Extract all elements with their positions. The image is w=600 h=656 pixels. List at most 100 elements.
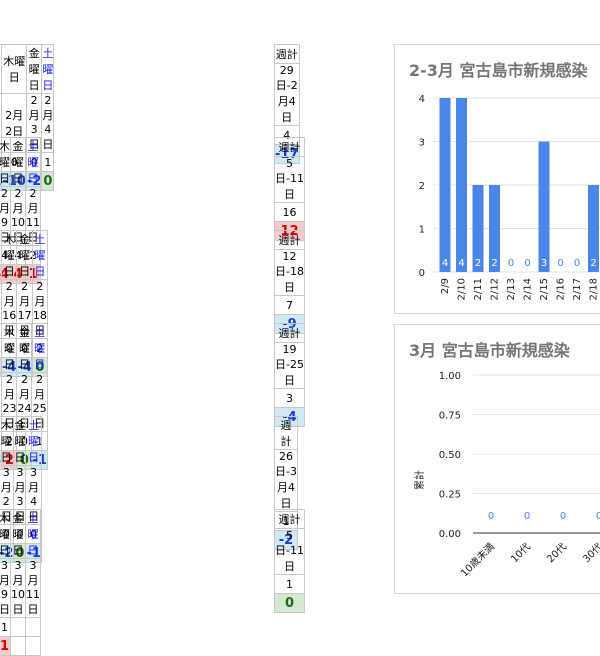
y-tick-label: 2 [419, 181, 425, 192]
bar [472, 185, 484, 272]
count-cell [10, 617, 26, 637]
x-tick-label: 10歳未満 [458, 541, 497, 580]
bar-value-label: 2 [475, 258, 481, 269]
x-tick-label: 10代 [509, 541, 534, 566]
week-total-label: 週計 [274, 137, 305, 157]
count-cell: 1 [41, 152, 55, 172]
weekday-header: 金曜日 [16, 323, 33, 373]
y-tick-label: 0.25 [439, 490, 461, 501]
weekday-header: 木曜日 [0, 416, 15, 466]
date-cell: 3月11日 [25, 558, 41, 618]
y-tick-label: 1 [419, 225, 425, 236]
count-cell: 1 [0, 617, 11, 637]
week-total-label: 週計 [274, 416, 298, 450]
bar-value-label: 0 [488, 511, 494, 522]
week-total-table: 週計 12日-18日 7 -9 [274, 230, 305, 334]
x-tick-label: 2/15 [539, 278, 550, 300]
weekday-header: 金曜日 [10, 137, 26, 187]
weekday-header: 木曜日 [1, 323, 18, 373]
y-tick-label: 0.50 [439, 450, 461, 461]
weekday-header: 金曜日 [10, 509, 26, 559]
week-total-range: 5日-11日 [274, 156, 305, 203]
x-tick-label: 20代 [545, 541, 570, 566]
x-tick-label: 2/18 [589, 278, 600, 300]
y-axis-label: 累計 [413, 470, 426, 490]
bar-value-label: 2 [491, 258, 497, 269]
weekday-header: 土曜日 [31, 230, 48, 280]
chart2-title: 3月 宮古島市新規感染 [409, 341, 570, 360]
chart1-svg: 0123442/942/1022/1122/1202/1302/1432/150… [419, 94, 600, 300]
bar [489, 185, 500, 272]
weekday-header: 金曜日 [13, 416, 27, 466]
week-total-range: 26日-3月4日 [274, 449, 298, 512]
bar-value-label: 0 [560, 511, 566, 522]
bar-value-label: 0 [508, 258, 514, 269]
bar-value-label: 0 [524, 258, 530, 269]
diff-cell [10, 636, 26, 656]
bar-value-label: 0 [524, 511, 530, 522]
weekday-header: 土曜日 [25, 416, 42, 466]
date-cell: 2月4日 [41, 93, 55, 153]
bar-value-label: 2 [590, 258, 596, 269]
bar-value-label: 0 [596, 511, 600, 522]
week-total-range: 5日-11日 [274, 528, 305, 575]
x-tick-label: 2/10 [457, 278, 468, 300]
bar-value-label: 0 [557, 258, 563, 269]
bar-value-label: 0 [574, 258, 580, 269]
diff-cell [25, 636, 41, 656]
weekday-header: 土曜日 [31, 323, 48, 373]
count-cell [25, 617, 41, 637]
bar [439, 98, 451, 272]
weekday-header: 土曜日 [25, 509, 41, 559]
y-tick-label: 0 [419, 268, 425, 279]
week-total-diff: 0 [274, 593, 305, 613]
week-total-table: 週計 19日-25日 3 -4 [274, 323, 305, 427]
week-total-count: 1 [274, 574, 305, 594]
week-total-range: 12日-18日 [274, 249, 305, 296]
x-tick-label: 2/14 [523, 278, 534, 300]
x-tick-label: 2/9 [440, 278, 451, 294]
y-tick-label: 4 [419, 94, 425, 105]
x-tick-label: 2/17 [572, 278, 583, 300]
week-total-label: 週計 [274, 509, 305, 529]
y-tick-label: 0.00 [439, 529, 461, 540]
week-total-table: 週計 5日-11日 1 0 [274, 509, 305, 613]
week-total-label: 週計 [274, 230, 305, 250]
x-tick-label: 2/12 [490, 278, 501, 300]
bar [456, 98, 467, 272]
weekday-header: 木曜日 [1, 44, 27, 94]
y-tick-label: 1.00 [439, 371, 461, 382]
day-table: 水曜日木曜日金曜日土曜日3月8日3月9日3月10日3月11日0101 [0, 509, 41, 656]
week-total-count: 3 [274, 388, 305, 408]
chart1-title: 2-3月 宮古島市新規感染 [409, 61, 588, 80]
weekday-header: 土曜日 [25, 137, 41, 187]
x-tick-label: 2/11 [473, 278, 484, 300]
chart2-svg: 0.00 0.25 0.50 0.75 1.00 累計 0 10歳未満 0 10代 0 20代 0 30代 [413, 371, 600, 580]
bar [588, 185, 599, 272]
bar-value-label: 3 [541, 258, 547, 269]
bar-value-label: 4 [458, 258, 464, 269]
bar [538, 141, 550, 272]
week-total-label: 週計 [274, 44, 300, 64]
weekday-header: 金曜日 [25, 44, 43, 94]
week-total-range: 19日-25日 [274, 342, 305, 389]
x-tick-label: 2/13 [506, 278, 517, 300]
week-total-label: 週計 [274, 323, 305, 343]
y-tick-label: 3 [419, 138, 425, 149]
weekday-header: 土曜日 [41, 44, 55, 94]
x-tick-label: 30代 [581, 541, 600, 566]
week-total-range: 29日-2月4日 [274, 63, 300, 126]
chart-panel-feb-mar: 2-3月 宮古島市新規感染 0 1 2 3 4 4 2/9 4 2/10 2 2/11 2 2/12 0 2… [394, 44, 600, 314]
date-cell: 3月9日 [0, 558, 11, 618]
weekday-header: 木曜日 [0, 230, 18, 280]
y-tick-label: 0.75 [439, 411, 461, 422]
chart-panel-mar: 3月 宮古島市新規感染 0.00 0.25 0.50 0.75 1.00 累計 0 10歳未満… [394, 324, 600, 594]
week-total-count: 16 [274, 202, 305, 222]
diff-cell: 0 [41, 171, 55, 191]
week-total-table: 週計 5日-11日 16 12 [274, 137, 305, 241]
bar-value-label: 4 [442, 258, 448, 269]
diff-cell: 1 [0, 636, 11, 656]
week-total-count: 7 [274, 295, 305, 315]
date-cell: 3月10日 [10, 558, 26, 618]
x-tick-label: 2/16 [556, 278, 567, 300]
